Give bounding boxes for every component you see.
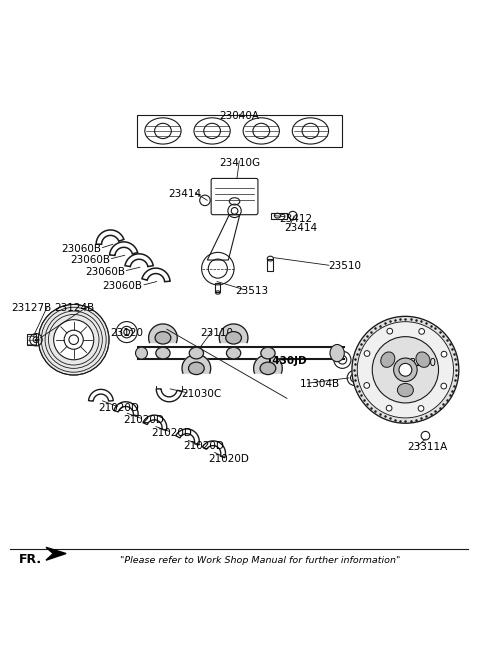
Ellipse shape (38, 305, 109, 375)
Text: 23110: 23110 (200, 327, 233, 337)
Ellipse shape (261, 347, 275, 359)
Text: 23060B: 23060B (86, 267, 126, 277)
Text: 11304B: 11304B (300, 379, 339, 389)
Ellipse shape (227, 347, 241, 359)
Text: 21030C: 21030C (181, 389, 221, 399)
Text: 23127B: 23127B (12, 303, 52, 313)
Text: 23060B: 23060B (102, 281, 143, 291)
Ellipse shape (156, 347, 170, 359)
Ellipse shape (330, 345, 344, 361)
Bar (137, 115, 342, 147)
Text: 23290: 23290 (403, 357, 436, 367)
Circle shape (386, 405, 392, 411)
Circle shape (399, 363, 412, 376)
Circle shape (364, 383, 370, 388)
Text: 23120: 23120 (111, 327, 144, 337)
Circle shape (441, 351, 447, 357)
Circle shape (352, 317, 459, 424)
Bar (215, 283, 220, 293)
Text: "Please refer to Work Shop Manual for further information": "Please refer to Work Shop Manual for fu… (120, 556, 400, 564)
Text: 21020D: 21020D (183, 441, 224, 451)
Text: 23414: 23414 (284, 223, 317, 233)
Circle shape (419, 329, 424, 334)
Bar (27, 335, 36, 345)
Ellipse shape (381, 352, 395, 367)
Polygon shape (149, 324, 177, 343)
Text: 21020D: 21020D (151, 428, 192, 438)
Text: 23513: 23513 (236, 286, 269, 296)
Bar (271, 213, 287, 218)
Ellipse shape (155, 331, 171, 344)
Ellipse shape (416, 352, 430, 367)
Ellipse shape (135, 347, 147, 359)
Circle shape (364, 351, 370, 356)
Circle shape (372, 337, 439, 403)
Text: 21020D: 21020D (98, 403, 140, 413)
Polygon shape (182, 355, 211, 373)
Text: 23040A: 23040A (219, 111, 259, 121)
Text: 23124B: 23124B (55, 303, 95, 313)
Ellipse shape (260, 362, 276, 375)
Polygon shape (46, 547, 66, 560)
Text: 23410G: 23410G (219, 158, 260, 168)
Text: FR.: FR. (19, 552, 42, 566)
Text: 23060B: 23060B (61, 244, 101, 254)
Ellipse shape (226, 331, 241, 344)
Ellipse shape (397, 383, 413, 397)
Ellipse shape (189, 347, 204, 359)
Circle shape (441, 383, 446, 389)
Circle shape (387, 328, 393, 334)
Polygon shape (253, 355, 282, 373)
Text: 21020D: 21020D (208, 454, 249, 464)
Polygon shape (219, 324, 248, 343)
Bar (267, 259, 274, 271)
Text: 23412: 23412 (279, 214, 312, 224)
Circle shape (394, 358, 417, 381)
Text: 21020D: 21020D (123, 415, 164, 425)
Text: 23311A: 23311A (408, 442, 448, 452)
Ellipse shape (189, 362, 204, 375)
Circle shape (357, 322, 454, 418)
Text: 23510: 23510 (328, 261, 361, 271)
Text: 23414: 23414 (168, 189, 201, 199)
Text: 23060B: 23060B (71, 255, 110, 265)
Circle shape (54, 320, 94, 360)
Text: 1430JD: 1430JD (266, 356, 308, 366)
Circle shape (418, 405, 424, 411)
